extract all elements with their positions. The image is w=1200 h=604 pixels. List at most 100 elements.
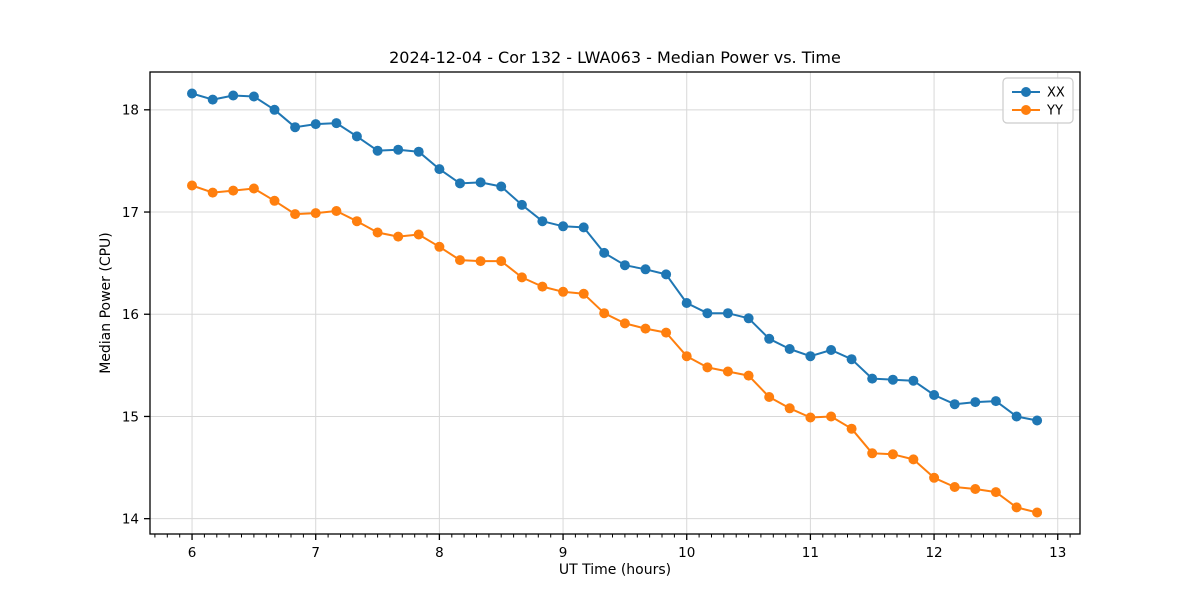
data-point-yy xyxy=(228,185,239,196)
axes-layer: 6 7 8 9 10 11 12 13 14 15 16 17 18 xyxy=(122,71,1081,561)
legend-entry-label: YY xyxy=(1046,104,1063,119)
data-point-yy xyxy=(558,286,569,297)
data-point-xx xyxy=(681,298,692,308)
data-point-yy xyxy=(908,454,919,465)
data-point-xx xyxy=(702,308,713,319)
data-point-xx xyxy=(269,104,280,115)
data-point-yy xyxy=(310,208,321,219)
legend-sample-marker-yy xyxy=(1021,105,1031,115)
data-point-xx xyxy=(475,177,486,188)
grid-layer xyxy=(150,72,1080,534)
data-point-xx xyxy=(990,396,1001,407)
data-point-xx xyxy=(784,344,795,354)
data-point-xx xyxy=(970,397,981,408)
data-point-xx xyxy=(640,264,651,275)
data-point-yy xyxy=(805,412,816,423)
data-point-yy xyxy=(743,370,754,381)
data-point-yy xyxy=(846,423,857,434)
y-axis-label: Median Power (CPU) xyxy=(98,232,114,374)
x-tick-label: 12 xyxy=(925,545,942,561)
data-point-yy xyxy=(290,209,301,220)
data-point-xx xyxy=(846,354,857,365)
data-point-yy xyxy=(393,231,404,242)
data-point-yy xyxy=(1032,507,1043,518)
data-point-yy xyxy=(764,392,775,402)
data-point-yy xyxy=(949,482,960,492)
data-point-xx xyxy=(722,308,733,319)
data-point-yy xyxy=(578,288,589,299)
data-point-xx xyxy=(434,164,445,175)
data-point-yy xyxy=(619,318,630,329)
data-point-xx xyxy=(867,373,878,384)
data-point-xx xyxy=(949,399,960,410)
x-tick-label: 9 xyxy=(559,545,568,561)
data-point-yy xyxy=(413,229,424,240)
x-tick-label: 7 xyxy=(311,545,320,561)
data-point-xx xyxy=(290,122,301,133)
data-point-yy xyxy=(248,183,259,194)
data-point-xx xyxy=(207,94,218,105)
data-point-xx xyxy=(496,181,507,192)
series-line-xx xyxy=(191,92,1038,422)
data-point-xx xyxy=(558,221,569,232)
legend-box xyxy=(1002,77,1074,124)
data-point-yy xyxy=(702,362,713,373)
data-point-yy xyxy=(207,187,218,198)
data-point-yy xyxy=(516,272,527,283)
data-point-xx xyxy=(351,131,362,142)
data-point-xx xyxy=(248,91,259,102)
data-point-xx xyxy=(1032,415,1043,426)
y-tick-label: 14 xyxy=(122,511,139,527)
data-point-yy xyxy=(929,472,940,483)
data-point-yy xyxy=(722,366,733,377)
data-point-xx xyxy=(393,144,404,155)
data-point-xx xyxy=(599,247,610,258)
data-point-xx xyxy=(455,178,465,189)
data-point-yy xyxy=(187,180,197,191)
x-axis-label: UT Time (hours) xyxy=(559,562,671,578)
data-point-xx xyxy=(826,345,837,355)
y-tick-label: 17 xyxy=(122,205,139,221)
chart-title: 2024-12-04 - Cor 132 - LWA063 - Median P… xyxy=(389,48,841,67)
data-point-yy xyxy=(681,351,692,362)
data-point-xx xyxy=(743,313,754,324)
x-tick-label: 13 xyxy=(1049,545,1066,561)
data-point-yy xyxy=(661,327,672,338)
data-point-xx xyxy=(887,374,898,385)
x-tick-label: 10 xyxy=(678,545,695,561)
data-point-yy xyxy=(496,256,507,267)
data-point-yy xyxy=(826,411,837,422)
data-point-yy xyxy=(990,487,1001,498)
data-point-xx xyxy=(228,90,239,101)
data-point-xx xyxy=(310,119,321,130)
x-tick-label: 11 xyxy=(802,545,819,561)
series-line-yy xyxy=(191,184,1038,514)
x-tick-label: 8 xyxy=(435,545,444,561)
data-point-xx xyxy=(908,375,919,386)
data-point-xx xyxy=(187,88,197,99)
data-point-yy xyxy=(475,256,486,267)
legend-sample-marker-xx xyxy=(1021,87,1031,97)
data-point-xx xyxy=(516,199,527,210)
data-point-xx xyxy=(578,222,589,233)
data-point-yy xyxy=(970,484,981,494)
y-tick-label: 15 xyxy=(122,409,139,425)
data-point-yy xyxy=(784,403,795,414)
legend-entry-label: XX xyxy=(1047,86,1065,101)
data-point-xx xyxy=(413,146,424,157)
data-point-yy xyxy=(269,195,280,206)
data-point-yy xyxy=(537,281,548,292)
data-point-xx xyxy=(929,390,940,400)
y-tick-label: 16 xyxy=(122,307,139,323)
data-point-yy xyxy=(1011,502,1022,513)
data-point-xx xyxy=(331,118,342,129)
data-point-xx xyxy=(1011,411,1022,422)
data-point-xx xyxy=(537,216,548,227)
data-point-yy xyxy=(867,448,878,459)
data-point-yy xyxy=(455,255,465,266)
y-tick-label: 18 xyxy=(122,103,139,119)
data-point-yy xyxy=(331,206,342,216)
x-tick-label: 6 xyxy=(188,545,197,561)
legend: XX YY xyxy=(1002,77,1074,124)
